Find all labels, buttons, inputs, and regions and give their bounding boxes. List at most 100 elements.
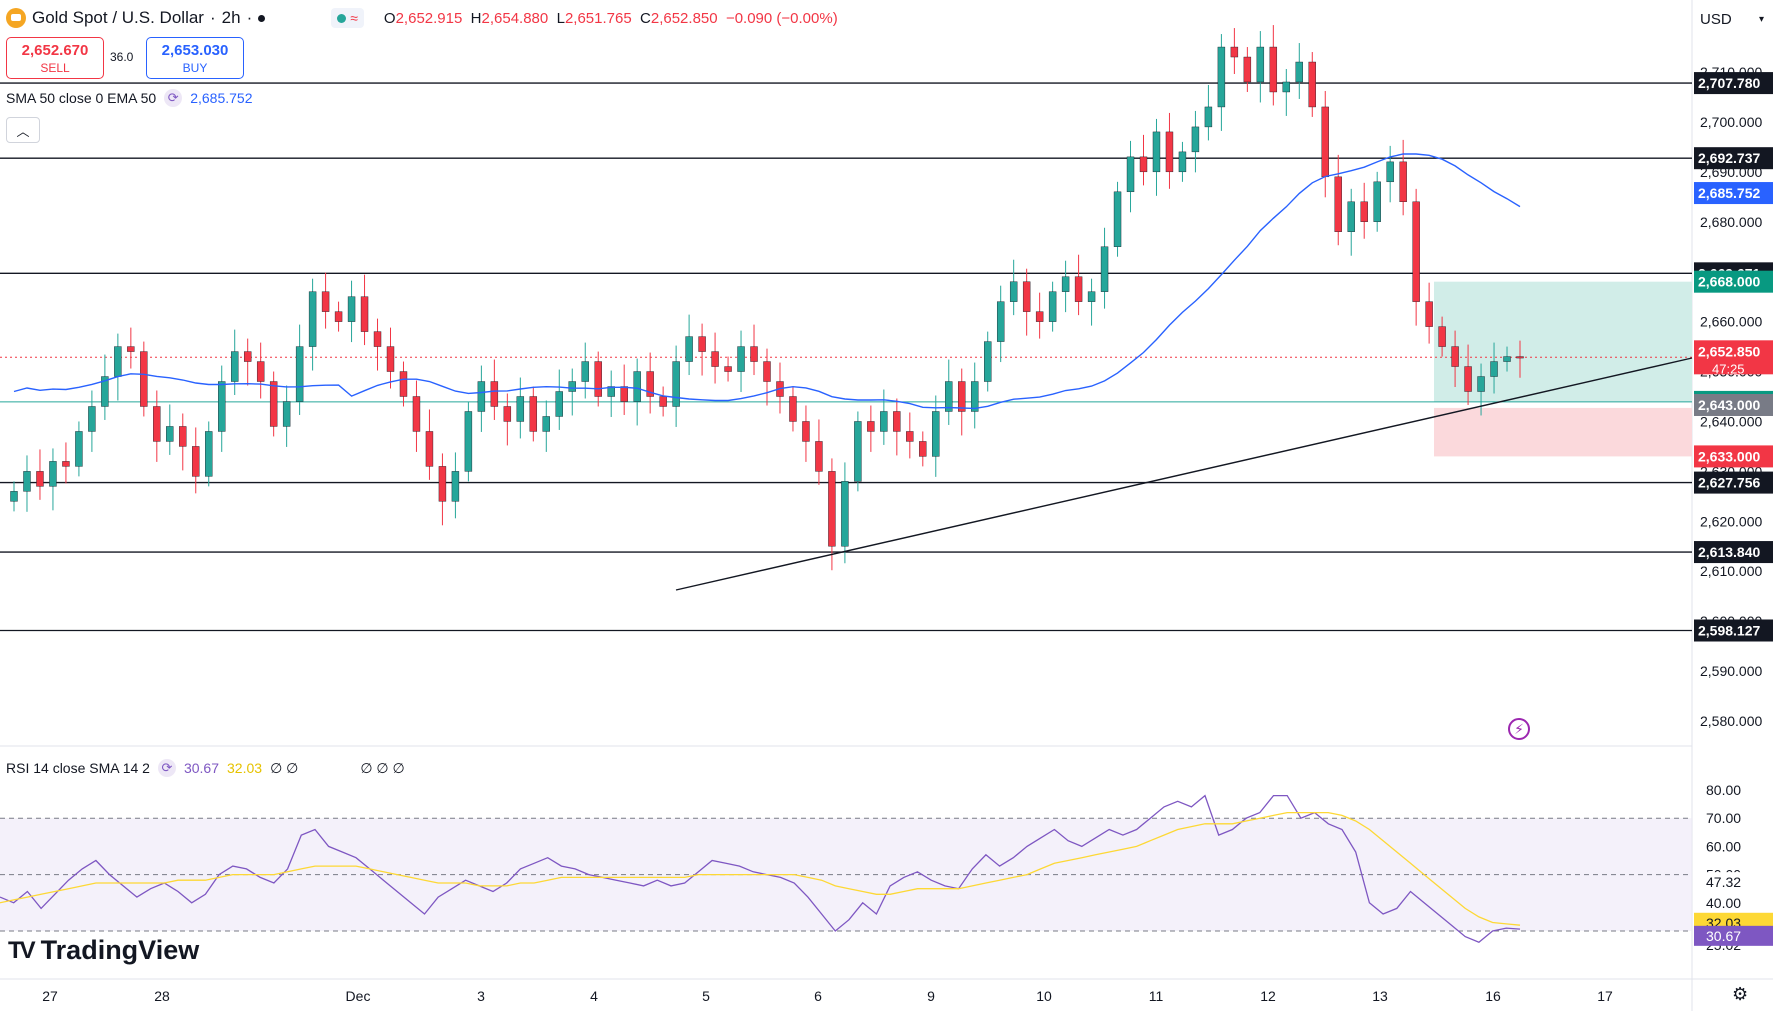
candle-body [932,411,940,457]
rsi-sma-value: 32.03 [227,760,263,776]
sma-value: 2,685.752 [190,90,253,106]
candle-body [724,366,732,372]
candle-body [1269,46,1278,93]
candle-body [464,411,473,472]
ohlc-close: 2,652.850 [650,9,718,27]
chart-header: Gold Spot / U.S. Dollar · 2h · ≈ O2,652.… [6,6,838,30]
candle-body [828,471,836,547]
time-tick-label: 16 [1485,988,1501,1004]
settings-gear-icon[interactable]: ⚙ [1732,984,1749,1004]
candle-body [1087,291,1096,302]
rsi-legend[interactable]: RSI 14 close SMA 14 2 ⟳ 30.67 32.03 ∅ ∅ … [6,759,405,777]
candle-body [1256,46,1265,83]
candle-body [659,396,667,407]
candle-body [1061,276,1070,292]
time-tick-label: 6 [814,988,822,1004]
candle-body [1191,126,1200,153]
candle-body [334,311,343,322]
sma-legend[interactable]: SMA 50 close 0 EMA 50 ⟳ 2,685.752 [6,89,253,107]
buy-price: 2,653.030 [161,42,229,59]
candle-body [1100,246,1109,292]
sma-label: SMA 50 close 0 EMA 50 [6,90,157,106]
candle-body [256,361,265,382]
candle-body [1113,191,1122,247]
time-tick-label: 12 [1260,988,1276,1004]
candle-body [308,291,317,347]
sell-button[interactable]: 2,652.670 SELL [6,37,104,79]
candle-body [542,416,550,432]
time-tick-label: 13 [1372,988,1388,1004]
candle-body [698,336,706,352]
lightning-icon[interactable]: ⚡ [1508,718,1530,740]
candle-body [1360,201,1368,222]
gold-symbol-icon[interactable] [6,8,26,28]
candle-body [140,351,148,407]
candle-body [568,381,576,392]
candle-body [1074,276,1083,302]
candle-body [1308,61,1316,108]
candle-body [672,361,680,407]
price-tick-label: 2,590.000 [1700,663,1762,679]
rsi-refresh-icon[interactable]: ⟳ [157,759,176,777]
price-tick-label: 2,640.000 [1700,413,1762,429]
candle-body [360,296,369,332]
market-status-badge[interactable]: ≈ [331,8,364,28]
target-badge: 2,668.000 [1698,274,1760,290]
candle-body [373,331,382,347]
candle-body [880,411,888,432]
candle-body [1165,131,1174,173]
rsi-tick-label: 70.00 [1706,810,1741,826]
candle-body [1022,281,1031,312]
candle-body [269,381,278,427]
rsi-badge-value-bg [1694,872,1773,893]
interval-label[interactable]: 2h [221,8,241,27]
last-price-badge: 2,652.850 [1698,343,1760,359]
time-tick-label: 17 [1597,988,1613,1004]
candle-body [581,361,589,382]
refresh-icon[interactable]: ⟳ [164,89,183,107]
candle-body [347,296,356,322]
level-badge-bg [1694,72,1773,95]
candle-body [1373,181,1381,222]
rsi-tick-label: 40.00 [1706,895,1741,911]
price-tick-label: 2,700.000 [1700,114,1762,130]
market-status-dot-icon [258,14,266,22]
candle-body [1412,201,1420,302]
candle-body [88,406,96,432]
level-badge: 2,598.127 [1698,623,1760,639]
stop-badge: 2,633.000 [1698,448,1760,464]
candle-body [815,441,823,472]
symbol-title[interactable]: Gold Spot / U.S. Dollar [32,8,204,27]
candle-body [1490,361,1498,377]
currency-selector[interactable]: USD ▾ [1696,7,1768,31]
candle-body [958,381,966,412]
candle-body [1152,131,1161,173]
chevron-up-icon: ︿ [16,123,30,139]
ohlc-readout: O2,652.915 H2,654.880 L2,651.765 C2,652.… [384,10,838,27]
candle-body [750,346,758,362]
take-profit-zone [1434,281,1692,402]
candle-body [996,301,1005,342]
sma-badge-bg [1694,182,1773,205]
candle-body [62,461,70,467]
level-badge: 2,692.737 [1698,150,1760,166]
time-tick-label: 27 [42,988,58,1004]
market-open-icon [337,13,347,23]
tv-mark-icon: TV [8,936,36,964]
candle-body [114,346,122,377]
collapse-legend-button[interactable]: ︿ [6,117,40,143]
ohlc-high: 2,654.880 [481,9,549,27]
sma-50-line [13,153,1521,410]
candle-body [1139,156,1148,173]
rsi-tick-label: 60.00 [1706,838,1741,854]
candle-body [490,381,499,407]
candle-body [1048,291,1057,322]
level-badge: 2,613.840 [1698,544,1760,560]
buy-button[interactable]: 2,653.030 BUY [146,37,244,79]
level-badge-bg [1694,541,1773,564]
currency-label: USD [1700,10,1732,28]
candle-body [101,376,109,407]
candle-body [438,466,447,502]
level-badge-bg [1694,147,1773,170]
